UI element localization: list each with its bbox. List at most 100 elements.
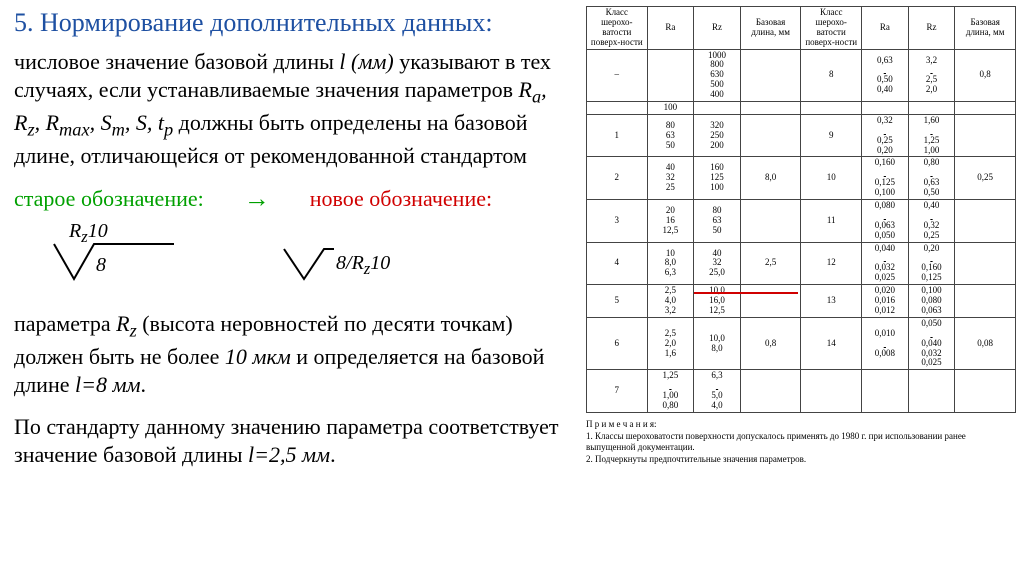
table-cell bbox=[862, 370, 909, 413]
table-cell: 0,40 0,320,25 bbox=[908, 200, 955, 243]
table-notes: П р и м е ч а н и я: 1. Классы шероховат… bbox=[586, 419, 1016, 466]
section-title: 5. Нормирование дополнительных данных: bbox=[14, 8, 574, 38]
table-cell bbox=[908, 102, 955, 115]
table-cell bbox=[740, 102, 801, 115]
table-cell: 806350 bbox=[694, 200, 741, 243]
table-cell: 1000800630500400 bbox=[694, 49, 741, 101]
table-cell bbox=[740, 49, 801, 101]
table-cell: 201612,5 bbox=[647, 200, 694, 243]
table-cell: 1 bbox=[587, 114, 648, 157]
table-cell: 10 bbox=[801, 157, 862, 200]
table-cell: 0,050 0,0400,0320,025 bbox=[908, 317, 955, 369]
table-cell: 9 bbox=[801, 114, 862, 157]
table-cell: 2,54,03,2 bbox=[647, 285, 694, 318]
table-cell bbox=[908, 370, 955, 413]
table-row: 1806350320250200 90,32 0,250,201,60 1,251… bbox=[587, 114, 1016, 157]
table-header: Класс шерохо-ватости поверх-ности bbox=[587, 7, 648, 50]
table-cell: 0,080 0,0630,050 bbox=[862, 200, 909, 243]
table-cell: 0,08 bbox=[955, 317, 1016, 369]
table-header: Rz bbox=[694, 7, 741, 50]
paragraph-3: По стандарту данному значению параметра … bbox=[14, 413, 574, 469]
table-cell: 0,010 0,008 bbox=[862, 317, 909, 369]
table-cell: 0,20 0,1600,125 bbox=[908, 242, 955, 285]
table-cell bbox=[587, 102, 648, 115]
notes-title: П р и м е ч а н и я: bbox=[586, 419, 657, 429]
table-header: Ra bbox=[862, 7, 909, 50]
table-cell bbox=[955, 102, 1016, 115]
table-header: Rz bbox=[908, 7, 955, 50]
table-cell: 403225,0 bbox=[694, 242, 741, 285]
table-cell: 2,52,01,6 bbox=[647, 317, 694, 369]
table-cell: 2 bbox=[587, 157, 648, 200]
table-cell bbox=[801, 102, 862, 115]
table-cell: 14 bbox=[801, 317, 862, 369]
labels-row: старое обозначение: → новое обозначение: bbox=[14, 184, 574, 214]
note-2: 2. Подчеркнуты предпочтительные значения… bbox=[586, 454, 806, 464]
table-cell: 160125100 bbox=[694, 157, 741, 200]
table-cell bbox=[801, 370, 862, 413]
table-cell: 11 bbox=[801, 200, 862, 243]
p1-l: l (мм) bbox=[339, 49, 393, 74]
table-cell bbox=[694, 102, 741, 115]
table-cell: 0,80 0,630,50 bbox=[908, 157, 955, 200]
table-cell: 8,0 bbox=[740, 157, 801, 200]
arrow-icon: → bbox=[244, 184, 270, 214]
new-symbol-text: 8/Rz10 bbox=[336, 252, 390, 279]
table-row: 3201612,5806350 110,080 0,0630,0500,40 0,… bbox=[587, 200, 1016, 243]
old-designation-label: старое обозначение: bbox=[14, 186, 204, 212]
table-cell bbox=[955, 242, 1016, 285]
table-cell: 8 bbox=[801, 49, 862, 101]
table-cell: 0,32 0,250,20 bbox=[862, 114, 909, 157]
table-cell: 6,3 5,04,0 bbox=[694, 370, 741, 413]
table-cell: 3,2 2,52,0 bbox=[908, 49, 955, 101]
table-cell: 0,8 bbox=[955, 49, 1016, 101]
table-cell: 0,63 0,500,40 bbox=[862, 49, 909, 101]
table-cell: 6 bbox=[587, 317, 648, 369]
table-cell: 806350 bbox=[647, 114, 694, 157]
table-row: 71,25 1,000,806,3 5,04,0 bbox=[587, 370, 1016, 413]
table-cell: 13 bbox=[801, 285, 862, 318]
table-cell bbox=[955, 114, 1016, 157]
table-cell: 2,5 bbox=[740, 242, 801, 285]
table-cell bbox=[862, 102, 909, 115]
table-cell: 108,06,3 bbox=[647, 242, 694, 285]
table-header: Ra bbox=[647, 7, 694, 50]
table-cell: 3 bbox=[587, 200, 648, 243]
highlight-line bbox=[694, 292, 798, 294]
table-cell: 0,160 0,1250,100 bbox=[862, 157, 909, 200]
table-row: 52,54,03,210,016,012,5130,0200,0160,0120… bbox=[587, 285, 1016, 318]
symbols-row: Rz10 8 8/Rz10 bbox=[14, 224, 574, 294]
table-cell bbox=[740, 285, 801, 318]
paragraph-1: числовое значение базовой длины l (мм) у… bbox=[14, 48, 574, 170]
paragraph-2: параметра Rz (высота неровностей по деся… bbox=[14, 310, 574, 399]
p1-a: числовое значение базовой длины bbox=[14, 49, 339, 74]
table-cell: 0,25 bbox=[955, 157, 1016, 200]
note-1: 1. Классы шероховатости поверхности допу… bbox=[586, 431, 966, 453]
table-cell: 0,040 0,0320,025 bbox=[862, 242, 909, 285]
table-row: 100 bbox=[587, 102, 1016, 115]
table-cell: 4 bbox=[587, 242, 648, 285]
table-cell: 7 bbox=[587, 370, 648, 413]
old-symbol: Rz10 8 bbox=[14, 224, 184, 294]
table-cell bbox=[955, 285, 1016, 318]
table-cell: 320250200 bbox=[694, 114, 741, 157]
table-cell: 1,25 1,000,80 bbox=[647, 370, 694, 413]
table-row: 4108,06,3403225,02,5120,040 0,0320,0250,… bbox=[587, 242, 1016, 285]
table-row: 62,52,01,610,08,00,8140,010 0,0080,050 0… bbox=[587, 317, 1016, 369]
table-header: Класс шерохо-ватости поверх-ности bbox=[801, 7, 862, 50]
table-cell bbox=[740, 114, 801, 157]
roughness-table: Класс шерохо-ватости поверх-ностиRaRzБаз… bbox=[586, 6, 1016, 413]
table-header: Базовая длина, мм bbox=[740, 7, 801, 50]
new-designation-label: новое обозначение: bbox=[310, 186, 492, 212]
table-row: 24032251601251008,0100,160 0,1250,1000,8… bbox=[587, 157, 1016, 200]
table-cell: 10,08,0 bbox=[694, 317, 741, 369]
table-cell: 0,1000,0800,063 bbox=[908, 285, 955, 318]
table-cell: 12 bbox=[801, 242, 862, 285]
table-cell: 0,8 bbox=[740, 317, 801, 369]
table-cell: 10,016,012,5 bbox=[694, 285, 741, 318]
table-cell bbox=[955, 370, 1016, 413]
old-symbol-top: Rz10 bbox=[69, 220, 108, 247]
table-cell: 1,60 1,251,00 bbox=[908, 114, 955, 157]
table-cell: 5 bbox=[587, 285, 648, 318]
table-cell bbox=[740, 200, 801, 243]
